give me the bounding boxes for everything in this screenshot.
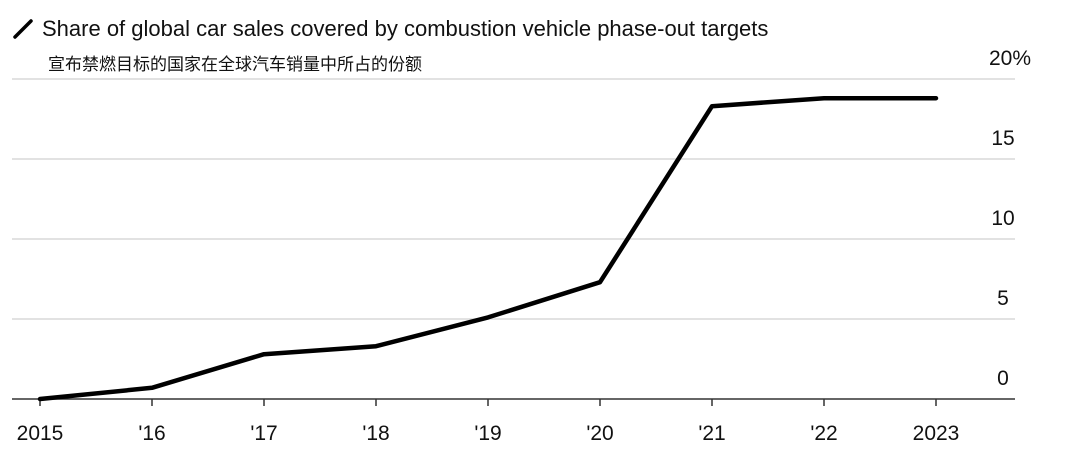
x-tick-label: '21 [698,422,725,445]
x-tick-labels: 2015 '16 '17 '18 '19 '20 '21 '22 2023 [17,399,960,445]
chart-subtitle: 宣布禁燃目标的国家在全球汽车销量中所占的份额 [48,55,422,75]
x-tick-label: '16 [138,422,165,445]
x-tick-label: 2015 [17,422,64,445]
y-tick-label: 20% [989,47,1031,70]
x-tick-label: '17 [250,422,277,445]
y-tick-labels: 0 5 10 15 20% [989,47,1031,390]
x-tick-label: '22 [810,422,837,445]
grid-lines [12,78,1015,320]
x-tick-label: '19 [474,422,501,445]
y-tick-label: 10 [991,207,1014,230]
x-tick-label: '20 [586,422,613,445]
x-tick-label: 2023 [913,422,960,445]
y-tick-label: 15 [991,127,1014,150]
legend-label: Share of global car sales covered by com… [42,16,769,41]
legend: Share of global car sales covered by com… [12,14,768,44]
series-line [37,95,939,402]
y-tick-label: 5 [997,287,1009,310]
x-tick-label: '18 [362,422,389,445]
series-group [37,95,939,402]
y-tick-label: 0 [997,367,1009,390]
legend-line-icon [13,19,33,39]
